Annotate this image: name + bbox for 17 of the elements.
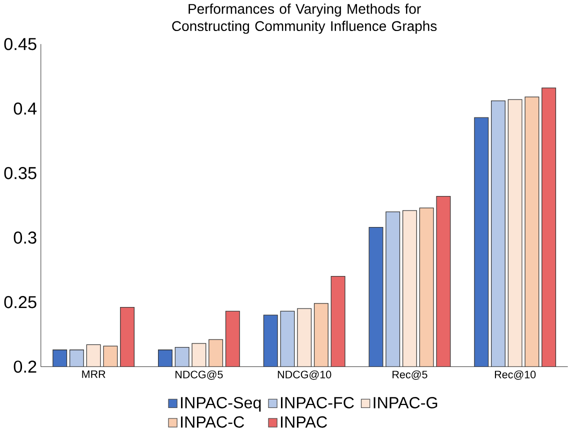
- chart-title: Performances of Varying Methods for Constructing Community Influence Graphs: [172, 3, 437, 34]
- y-tick-label: 0.35: [4, 166, 36, 179]
- legend-label: INPAC-FC: [281, 396, 354, 408]
- x-tick-label: Rec@10: [494, 370, 536, 380]
- x-tick-label: MRR: [82, 370, 106, 378]
- legend-label: INPAC-C: [181, 416, 244, 428]
- x-tick-label: Rec@5: [392, 370, 428, 380]
- y-tick-label: 0.2: [14, 360, 36, 373]
- y-tick-label: 0.3: [14, 231, 36, 244]
- legend-label: INPAC: [281, 416, 328, 428]
- x-tick-label: NDCG@5: [176, 370, 223, 380]
- y-tick-label: 0.45: [4, 38, 36, 50]
- legend-label: INPAC-Seq: [181, 396, 261, 412]
- y-tick-label: 0.25: [4, 296, 36, 308]
- legend-label: INPAC-G: [374, 396, 438, 408]
- x-tick-label: NDCG@10: [278, 370, 332, 380]
- y-tick-label: 0.4: [14, 102, 37, 114]
